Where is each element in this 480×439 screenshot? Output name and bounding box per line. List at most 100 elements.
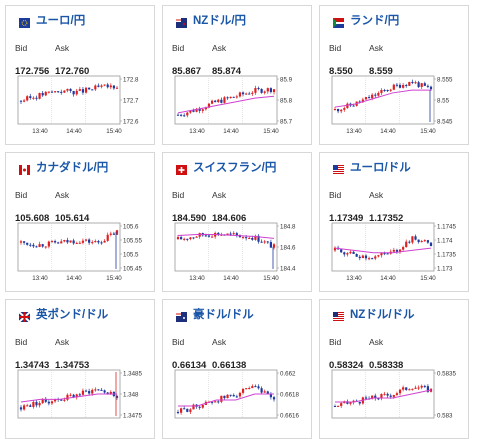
candle [263, 239, 266, 244]
candle [260, 386, 263, 394]
candle [100, 240, 103, 245]
rate-card[interactable]: ユーロ/ドル Bid Ask 1.17349 1.17352 1.1745 1.174 1.1… [319, 152, 469, 292]
candle [358, 255, 361, 261]
currency-pair-name: スイスフラン/円 [193, 162, 277, 174]
candle [220, 97, 223, 104]
y-tick-label: 0.662 [280, 371, 296, 378]
candle [266, 241, 269, 244]
candle [72, 90, 75, 97]
candle [22, 241, 26, 245]
y-tick-label: 0.6616 [280, 413, 299, 420]
rate-card[interactable]: ユーロ/円 Bid Ask 172.756 172.760 172.8 172.7 172.6… [5, 5, 155, 145]
candle [254, 234, 257, 241]
candle [47, 400, 50, 406]
rate-card-title-link[interactable]: NZドル/ドル [333, 305, 415, 323]
rate-card-title-link[interactable]: 英ポンド/ドル [18, 305, 109, 323]
ask-price: 1.34753 [55, 360, 90, 371]
candle [420, 239, 423, 243]
candle [269, 239, 273, 248]
candle [115, 394, 119, 400]
candle [41, 90, 44, 97]
ask-price: 0.58338 [369, 360, 404, 371]
candle [235, 231, 238, 238]
candle [26, 242, 29, 246]
candle [398, 83, 402, 89]
rate-card-title-link[interactable]: カナダドル/円 [19, 158, 108, 176]
currency-pair-name: NZドル/ドル [350, 309, 415, 321]
currency-pair-name: 英ポンド/ドル [36, 309, 109, 321]
candle [405, 387, 408, 391]
candle [241, 387, 245, 395]
candle [386, 89, 389, 92]
candle [364, 254, 368, 261]
bid-label: Bid [172, 190, 185, 200]
moving-average-line [334, 89, 431, 108]
rate-card[interactable]: 英ポンド/ドル Bid Ask 1.34743 1.34753 1.3485 1.348 1.… [5, 299, 155, 439]
candle [238, 391, 242, 399]
candle [340, 248, 343, 253]
ask-label: Ask [212, 190, 227, 200]
candle [84, 238, 88, 242]
candle [386, 392, 389, 398]
rate-card[interactable]: NZドル/ドル Bid Ask 0.58324 0.58338 0.5835 0.583 [319, 299, 469, 439]
candle [100, 84, 103, 89]
y-tick-label: 8.555 [437, 77, 453, 84]
rate-card[interactable]: ランド/円 Bid Ask 8.550 8.559 8.555 8.55 8.545 13:40… [319, 5, 469, 145]
candle [41, 243, 44, 248]
rate-card-title-link[interactable]: ユーロ/円 [19, 11, 85, 29]
candle [358, 401, 361, 406]
x-tick-label: 14:40 [66, 128, 82, 135]
moving-average-line [335, 389, 432, 403]
x-tick-label: 14:40 [223, 275, 239, 282]
y-tick-label: 105.45 [123, 266, 142, 273]
candle [260, 239, 263, 243]
y-tick-label: 0.583 [437, 413, 453, 420]
candle [232, 393, 235, 397]
bid-price: 1.34743 [15, 360, 50, 371]
rate-card-title-link[interactable]: NZドル/円 [176, 11, 246, 29]
candle [183, 237, 186, 241]
candle [417, 239, 420, 244]
x-tick-label: 15:40 [420, 128, 436, 135]
y-tick-label: 184.6 [280, 245, 296, 252]
x-tick-label: 13:40 [32, 128, 48, 135]
candle [66, 88, 69, 93]
rate-card-title-link[interactable]: ユーロ/ドル [333, 158, 411, 176]
currency-pair-name: ユーロ/円 [36, 15, 86, 27]
candle [192, 237, 195, 240]
rate-card-title-link[interactable]: 豪ドル/ドル [176, 305, 254, 323]
candle [91, 240, 94, 245]
bid-label: Bid [329, 190, 342, 200]
bid-price: 184.590 [172, 213, 207, 224]
rate-card[interactable]: スイスフラン/円 Bid Ask 184.590 184.606 184.8 184.6 18… [162, 152, 312, 292]
candle [176, 234, 180, 240]
candle [69, 88, 72, 93]
candle [395, 248, 399, 254]
rate-card[interactable]: カナダドル/円 Bid Ask 105.608 105.614 105.6 105.55 10… [5, 152, 155, 292]
candle [272, 395, 276, 402]
rate-card-title-link[interactable]: ランド/円 [333, 11, 399, 29]
candle [248, 91, 251, 95]
price-chart: 184.8 184.6 184.4 13:40 14:40 15:40 [174, 222, 296, 282]
candle [395, 391, 399, 396]
candle [115, 229, 119, 235]
candle [183, 113, 186, 117]
candle [229, 394, 232, 397]
candle [411, 236, 414, 245]
candle [112, 231, 116, 235]
candle [97, 239, 100, 245]
y-tick-label: 1.3475 [123, 413, 142, 420]
rate-card[interactable]: NZドル/円 Bid Ask 85.867 85.874 85.9 85.8 85.7 13:4… [162, 5, 312, 145]
rate-card[interactable]: 豪ドル/ドル Bid Ask 0.66134 0.66138 0.662 0.6618 0.6… [162, 299, 312, 439]
ask-label: Ask [212, 337, 227, 347]
candle [367, 256, 371, 261]
candle [91, 89, 94, 91]
eu-flag-icon [19, 15, 30, 28]
bid-label: Bid [15, 190, 28, 200]
candle [374, 92, 377, 98]
candle [106, 82, 109, 89]
rate-card-title-link[interactable]: スイスフラン/円 [176, 158, 276, 176]
candle [88, 388, 91, 395]
x-tick-label: 15:40 [263, 128, 279, 135]
currency-pair-name: カナダドル/円 [36, 162, 109, 174]
